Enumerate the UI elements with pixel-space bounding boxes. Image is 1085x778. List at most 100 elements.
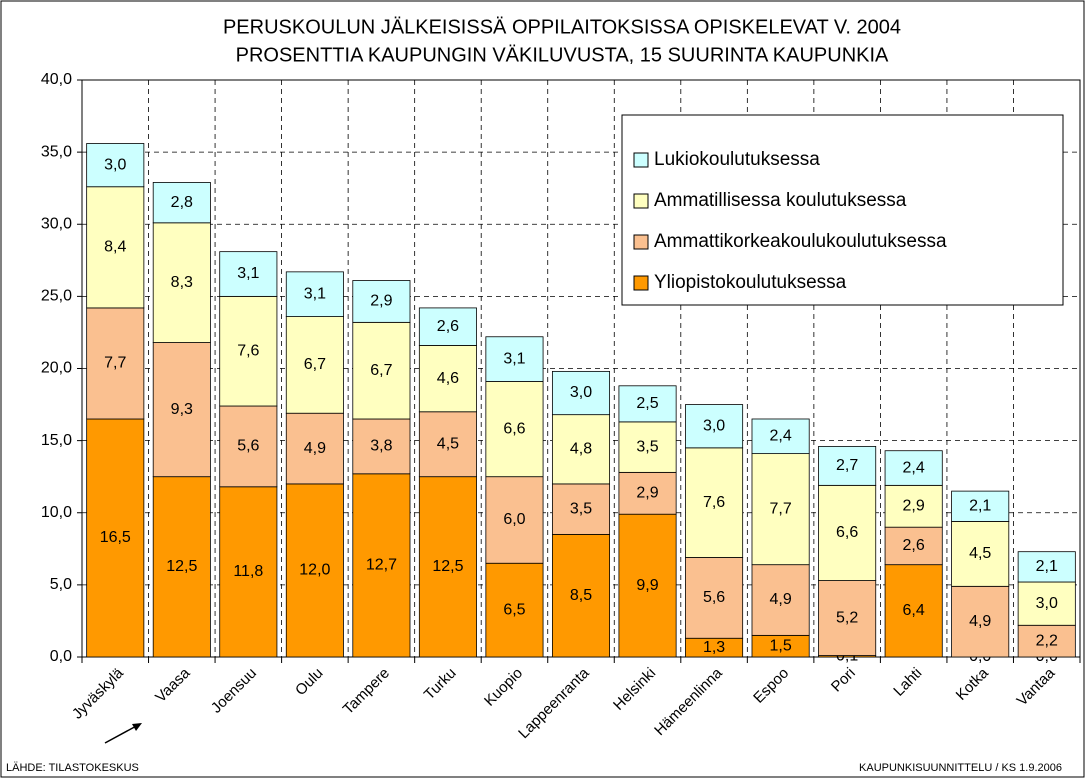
value-label: 3,1 xyxy=(304,285,326,302)
legend-swatch xyxy=(633,275,649,291)
value-label: 3,0 xyxy=(570,384,592,401)
value-label: 3,0 xyxy=(703,417,725,434)
value-label: 4,5 xyxy=(969,545,991,562)
y-tick-label: 20,0 xyxy=(41,360,72,377)
bar-segment xyxy=(219,405,278,488)
value-label: 4,5 xyxy=(437,435,459,452)
bar-segment xyxy=(86,186,145,309)
value-label: 2,2 xyxy=(1036,632,1058,649)
bar-segment xyxy=(418,345,477,413)
value-label: 12,5 xyxy=(166,558,197,575)
bar-segment xyxy=(551,370,611,416)
value-label: 4,9 xyxy=(969,613,991,630)
bar-segment xyxy=(618,385,677,423)
y-tick-label: 25,0 xyxy=(41,288,72,305)
value-label: 4,6 xyxy=(437,370,459,387)
value-label: 2,9 xyxy=(370,293,392,310)
bar-segment xyxy=(418,476,477,658)
value-label: 7,7 xyxy=(769,500,791,517)
bar-segment xyxy=(352,280,411,323)
bar-segment xyxy=(1017,624,1076,658)
arrow-head xyxy=(132,723,142,731)
y-tick-label: 30,0 xyxy=(41,215,72,232)
value-label: 2,7 xyxy=(836,457,858,474)
bar-segment xyxy=(86,143,145,188)
bar-segment xyxy=(86,418,145,658)
bar-segment xyxy=(951,585,1010,658)
value-label: 3,5 xyxy=(570,500,592,517)
bar-segment xyxy=(818,580,877,656)
y-tick-label: 35,0 xyxy=(41,143,72,160)
value-label: 3,1 xyxy=(237,265,259,282)
y-tick-label: 15,0 xyxy=(41,432,72,449)
bar-segment xyxy=(551,483,611,535)
legend-label: Ammattikorkeakoulukoulutuksessa xyxy=(654,231,947,252)
bar-segment xyxy=(618,513,677,658)
value-label: 12,5 xyxy=(432,558,463,575)
value-label: 4,9 xyxy=(304,440,326,457)
value-label: 2,1 xyxy=(969,497,991,514)
bar-segment xyxy=(951,521,1010,587)
value-label: 9,3 xyxy=(171,401,193,418)
bar-segment xyxy=(551,533,611,658)
bar-segment xyxy=(685,557,744,639)
bar-segment xyxy=(352,418,411,475)
bar-segment xyxy=(685,404,744,449)
bar-segment xyxy=(751,418,810,455)
value-label: 8,4 xyxy=(104,239,126,256)
legend-label: Yliopistokoulutuksessa xyxy=(654,272,847,293)
bar-segment xyxy=(86,307,145,420)
value-label: 2,4 xyxy=(769,428,791,445)
bar-segment xyxy=(219,295,278,407)
bar-segment xyxy=(285,316,344,414)
value-label: 6,7 xyxy=(370,362,392,379)
value-label: 6,0 xyxy=(503,511,525,528)
legend-swatch xyxy=(633,234,649,250)
value-label: 4,8 xyxy=(570,440,592,457)
value-label: 8,5 xyxy=(570,587,592,604)
value-label: 6,5 xyxy=(503,601,525,618)
bar-segment xyxy=(285,271,344,317)
legend-label: Lukiokoulutuksessa xyxy=(654,149,820,170)
value-label: 16,5 xyxy=(100,529,131,546)
value-label: 2,8 xyxy=(171,194,193,211)
value-label: 1,3 xyxy=(703,639,725,656)
value-label: 3,8 xyxy=(370,438,392,455)
bar-segment xyxy=(818,484,877,581)
value-label: 4,9 xyxy=(769,591,791,608)
bar-segment xyxy=(951,490,1010,522)
bar-segment xyxy=(884,484,943,528)
legend-box xyxy=(621,114,1064,306)
legend-label: Ammatillisessa koulutuksessa xyxy=(654,190,907,211)
source: LÄHDE: TILASTOKESKUS xyxy=(6,762,139,774)
bar-segment xyxy=(152,342,211,478)
value-label: 6,7 xyxy=(304,356,326,373)
bar-segment xyxy=(418,307,477,346)
value-label: 12,0 xyxy=(299,562,330,579)
bar-segment xyxy=(1017,581,1076,626)
value-label: 2,9 xyxy=(636,484,658,501)
value-label: 3,0 xyxy=(104,156,126,173)
value-label: 6,6 xyxy=(503,420,525,437)
bar-segment xyxy=(352,321,411,420)
bar-segment xyxy=(285,412,344,485)
bar-segment xyxy=(219,251,278,297)
legend-swatch xyxy=(633,152,649,168)
value-label: 2,6 xyxy=(437,318,459,335)
value-label: 7,6 xyxy=(703,494,725,511)
y-tick-label: 0,0 xyxy=(50,648,72,665)
value-label: 12,7 xyxy=(366,557,397,574)
y-tick-label: 40,0 xyxy=(41,71,72,88)
value-label: 3,1 xyxy=(503,350,525,367)
bar-segment xyxy=(618,471,677,515)
bar-segment xyxy=(1017,551,1076,583)
bar-segment xyxy=(818,445,877,486)
value-label: 1,5 xyxy=(769,637,791,654)
value-label: 11,8 xyxy=(233,563,263,580)
y-tick-label: 5,0 xyxy=(50,576,72,593)
bar-segment xyxy=(751,453,810,566)
bar-segment xyxy=(884,564,943,658)
value-label: 3,5 xyxy=(636,438,658,455)
bar-segment xyxy=(485,476,544,564)
